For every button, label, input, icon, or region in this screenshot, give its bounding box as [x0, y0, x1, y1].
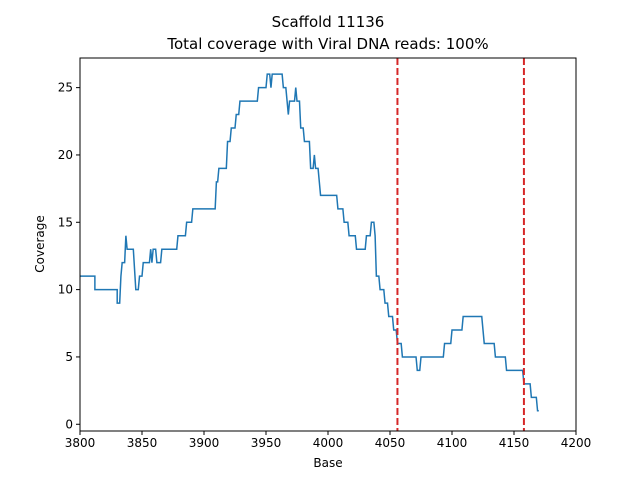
chart-title: Scaffold 11136 — [272, 13, 385, 31]
coverage-line — [80, 73, 539, 412]
x-tick-label: 4150 — [499, 436, 530, 450]
x-tick-label: 3900 — [189, 436, 220, 450]
y-tick-label: 0 — [65, 417, 73, 431]
chart-subtitle: Total coverage with Viral DNA reads: 100… — [166, 35, 488, 53]
y-tick-label: 25 — [58, 81, 73, 95]
y-tick-label: 20 — [58, 148, 73, 162]
y-tick-label: 15 — [58, 215, 73, 229]
y-axis-label: Coverage — [33, 215, 47, 273]
plot-frame — [79, 57, 577, 432]
y-tick-label: 5 — [65, 350, 73, 364]
x-tick-label: 4100 — [437, 436, 468, 450]
x-tick-label: 4050 — [375, 436, 406, 450]
x-tick-label: 3800 — [65, 436, 96, 450]
x-tick-label: 4000 — [313, 436, 344, 450]
x-tick-label: 3950 — [251, 436, 282, 450]
x-tick-label: 3850 — [127, 436, 158, 450]
x-axis-label: Base — [313, 456, 342, 470]
y-tick-label: 10 — [58, 283, 73, 297]
x-tick-label: 4200 — [561, 436, 592, 450]
